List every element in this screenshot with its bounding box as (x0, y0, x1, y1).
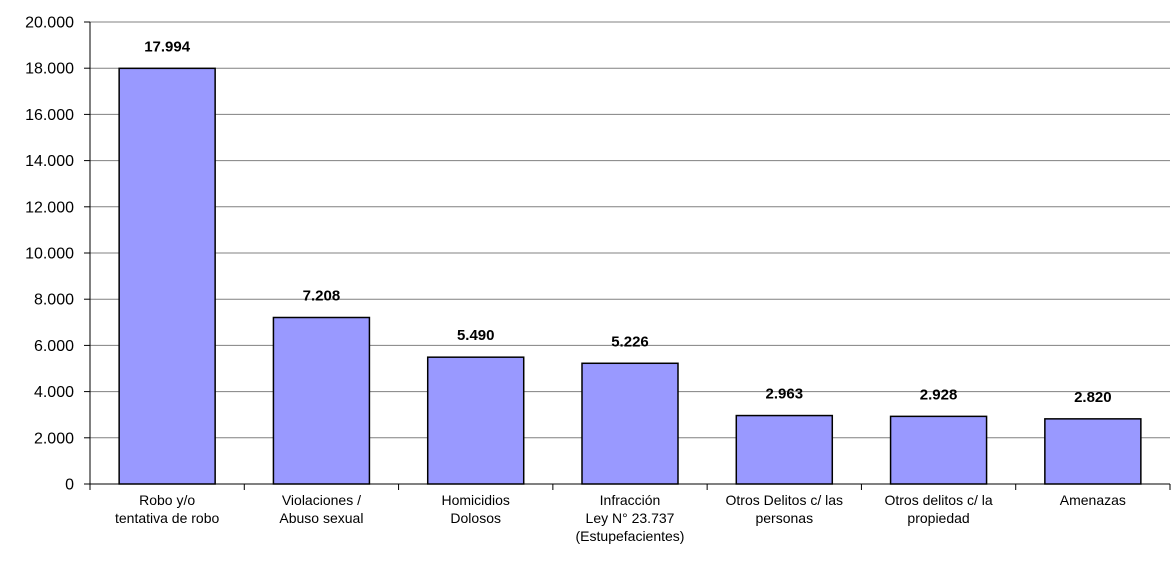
bars (118, 67, 1142, 485)
data-labels: 17.994 7.208 5.490 5.226 2.963 2.928 2.820 (144, 38, 1111, 406)
y-tick-label: 16.000 (25, 107, 74, 124)
x-category-label-line: Homicidios (441, 492, 509, 508)
gridlines (90, 21, 1170, 439)
x-category-label-line: personas (755, 510, 813, 526)
x-category-label: Violaciones / Abuso sexual (279, 492, 363, 526)
x-category-label-line: Amenazas (1060, 492, 1126, 508)
data-label: 17.994 (144, 38, 191, 55)
bar (426, 356, 525, 485)
x-category-label-line: Otros delitos c/ la (884, 492, 992, 508)
y-tick-label: 2.000 (34, 430, 74, 447)
bar (581, 362, 679, 485)
y-tick-label: 18.000 (25, 61, 74, 78)
y-tick-label: 4.000 (34, 384, 74, 401)
x-category-label: Otros delitos c/ la propiedad (884, 492, 992, 526)
bar (735, 414, 834, 485)
x-category-label-line: Dolosos (450, 510, 501, 526)
x-category-label-line: Robo y/o (139, 492, 195, 508)
data-label: 5.490 (457, 327, 495, 344)
x-category-label-line: tentativa de robo (115, 510, 220, 526)
y-tick-label: 0 (65, 477, 74, 494)
y-tick-label: 20.000 (25, 15, 74, 32)
y-tick-label: 6.000 (34, 338, 74, 355)
y-tick-label: 14.000 (25, 153, 74, 170)
x-category-label-line: propiedad (907, 510, 969, 526)
data-label: 2.820 (1074, 389, 1112, 406)
x-category-label-line: Violaciones / (282, 492, 361, 508)
data-label: 5.226 (611, 333, 649, 350)
data-label: 2.928 (920, 386, 958, 403)
bar (889, 415, 988, 485)
axes (89, 22, 1171, 490)
x-category-label-line: Abuso sexual (279, 510, 363, 526)
x-category-label-line: Infracción (600, 492, 661, 508)
x-category-label: Infracción Ley N° 23.737 (Estupefacientes) (576, 492, 685, 544)
y-tick-label: 12.000 (25, 199, 74, 216)
x-category-label: Otros Delitos c/ las personas (726, 492, 843, 526)
x-category-label: Amenazas (1060, 492, 1126, 508)
data-label: 2.963 (766, 386, 804, 403)
bar (272, 316, 371, 485)
y-axis-ticks: 0 2.000 4.000 6.000 8.000 10.000 12.000 14.000 1… (25, 15, 90, 494)
x-axis-labels: Robo y/o tentativa de robo Violaciones / Ab… (115, 492, 1126, 544)
bar (118, 67, 216, 485)
data-label: 7.208 (303, 287, 341, 304)
x-category-label: Homicidios Dolosos (441, 492, 509, 526)
x-category-label-line: (Estupefacientes) (576, 528, 685, 544)
y-tick-label: 8.000 (34, 292, 74, 309)
x-category-label-line: Ley N° 23.737 (586, 510, 675, 526)
x-category-label-line: Otros Delitos c/ las (726, 492, 843, 508)
x-category-label: Robo y/o tentativa de robo (115, 492, 220, 526)
bar (1044, 418, 1142, 485)
y-tick-label: 10.000 (25, 246, 74, 263)
